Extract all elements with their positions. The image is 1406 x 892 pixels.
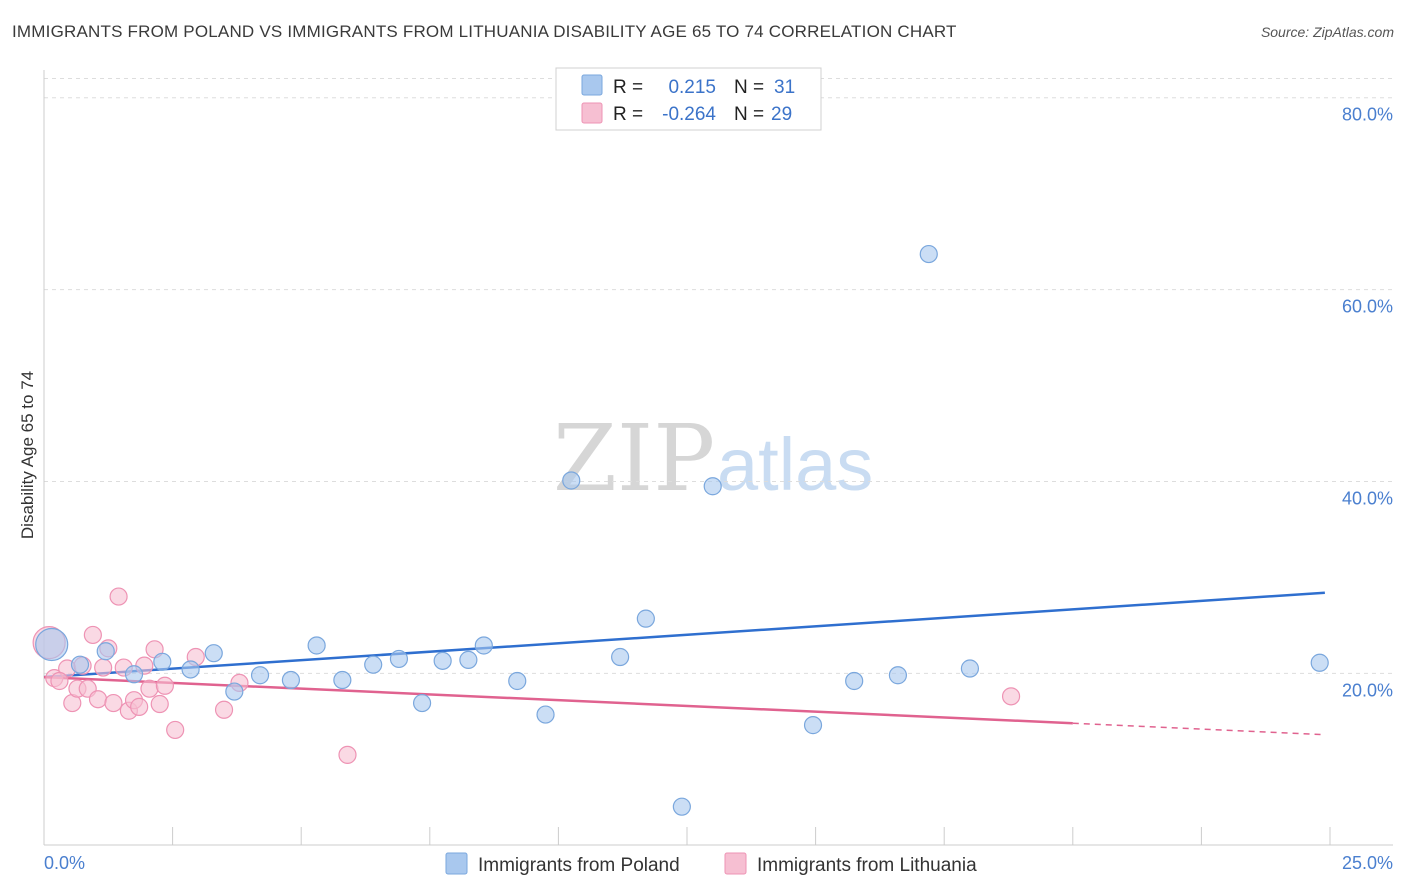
poland-point <box>845 671 864 691</box>
bottom-legend: Immigrants from Poland Immigrants from L… <box>445 852 977 876</box>
lithuania-point <box>109 587 128 606</box>
lithuania-r-value: -0.264 <box>662 104 716 125</box>
poland-point <box>636 609 655 628</box>
lithuania-point <box>214 700 234 719</box>
poland-point <box>611 647 630 667</box>
stats-legend: R = 0.215 N = 31 R = -0.264 N = 29 <box>555 67 822 131</box>
poland-point <box>474 636 493 655</box>
poland-point <box>153 652 172 671</box>
poland-point <box>250 666 270 685</box>
poland-point <box>225 682 244 701</box>
axes <box>43 70 1393 846</box>
legend-poland-swatch <box>445 852 468 875</box>
lithuania-point <box>130 697 149 716</box>
lithuania-point <box>1001 687 1021 706</box>
poland-point <box>70 655 90 674</box>
y-tick-label: 60.0% <box>1342 297 1393 317</box>
poland-point <box>204 644 223 663</box>
poland-point <box>124 665 144 684</box>
chart-title: IMMIGRANTS FROM POLAND VS IMMIGRANTS FRO… <box>12 22 957 41</box>
poland-point <box>96 642 115 661</box>
poland-r-value: 0.215 <box>668 77 716 98</box>
lithuania-point <box>155 676 174 695</box>
data-points <box>32 244 1329 816</box>
lithuania-point <box>50 671 69 691</box>
watermark-zip: ZIP <box>553 405 715 512</box>
lithuania-point <box>88 690 108 709</box>
y-tick-label: 20.0% <box>1342 680 1393 700</box>
watermark-atlas: atlas <box>717 423 873 506</box>
poland-point <box>333 670 352 690</box>
lithuania-swatch <box>581 102 603 124</box>
poland-trend-line <box>43 591 1325 679</box>
source-credit: Source: ZipAtlas.com <box>1260 24 1394 40</box>
poland-point <box>412 693 432 713</box>
poland-point <box>672 797 691 816</box>
poland-point <box>1310 653 1329 672</box>
poland-point <box>803 716 823 735</box>
lithuania-point <box>140 679 159 698</box>
poland-point <box>888 666 908 685</box>
lithuania-point <box>83 625 102 645</box>
poland-point <box>364 655 383 674</box>
y-tick-label: 80.0% <box>1342 105 1393 125</box>
lithuania-trend-line <box>43 675 1073 725</box>
lithuania-n-value: 29 <box>771 104 792 125</box>
poland-point <box>536 705 555 724</box>
poland-point <box>389 649 409 669</box>
trend-lines <box>43 591 1325 736</box>
poland-point <box>307 636 326 655</box>
poland-point <box>433 651 452 670</box>
lithuania-r-label: R = <box>613 104 643 125</box>
poland-n-value: 31 <box>774 77 795 98</box>
lithuania-point <box>150 694 169 714</box>
poland-point <box>562 471 581 490</box>
poland-point <box>181 660 200 679</box>
lithuania-point <box>338 745 357 764</box>
legend-lithuania-swatch <box>724 852 747 875</box>
y-axis-title: Disability Age 65 to 74 <box>18 371 37 539</box>
tick-labels: 20.0% 40.0% 60.0% 80.0% 0.0% 25.0% <box>44 105 1393 873</box>
lithuania-point <box>104 693 123 713</box>
poland-n-label: N = <box>734 77 764 98</box>
poland-point <box>703 477 722 496</box>
x-tick-label-max: 25.0% <box>1342 853 1393 873</box>
lithuania-point <box>94 658 113 677</box>
poland-point <box>960 659 980 678</box>
legend-lithuania-label: Immigrants from Lithuania <box>757 855 977 876</box>
legend-poland-label: Immigrants from Poland <box>478 855 680 876</box>
poland-point <box>459 650 478 669</box>
lithuania-trend-extension <box>1072 722 1325 736</box>
y-tick-label: 40.0% <box>1342 488 1393 508</box>
gridlines <box>44 78 1393 674</box>
poland-point <box>919 244 938 264</box>
lithuania-n-label: N = <box>734 104 764 125</box>
poland-point <box>508 671 527 691</box>
lithuania-point <box>166 720 185 740</box>
x-tick-label-min: 0.0% <box>44 853 85 873</box>
poland-point <box>281 670 301 690</box>
poland-swatch <box>581 74 603 96</box>
poland-point <box>35 627 69 662</box>
poland-r-label: R = <box>613 77 643 98</box>
